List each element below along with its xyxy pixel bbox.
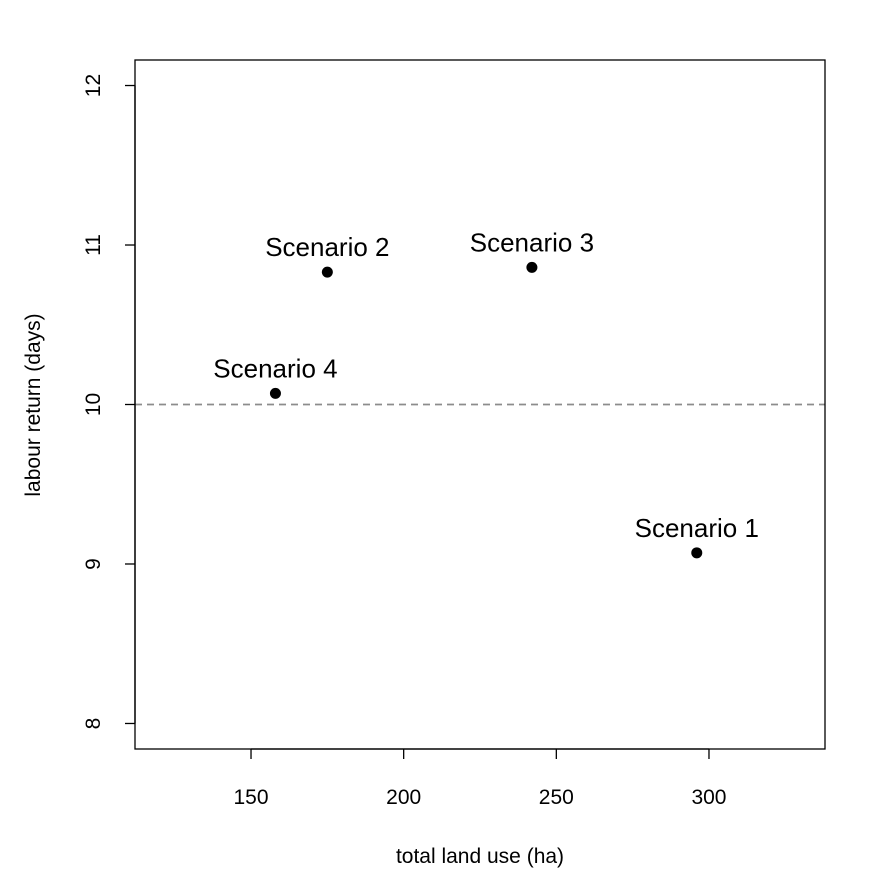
x-tick-label: 250	[539, 786, 574, 809]
y-tick-label: 10	[82, 393, 105, 416]
x-tick-label: 150	[233, 786, 268, 809]
data-point	[526, 261, 538, 273]
x-tick-label: 200	[386, 786, 421, 809]
point-label: Scenario 4	[213, 353, 337, 383]
x-tick-label: 300	[691, 786, 726, 809]
point-label: Scenario 3	[470, 227, 594, 257]
y-tick-label: 8	[82, 718, 105, 730]
data-point	[691, 547, 703, 559]
y-tick-label: 11	[82, 234, 105, 256]
y-axis-label: labour return (days)	[22, 313, 45, 496]
point-label: Scenario 2	[265, 232, 389, 262]
point-label: Scenario 1	[635, 513, 759, 543]
y-tick-label: 12	[82, 74, 105, 97]
data-point	[269, 387, 281, 399]
plot-frame	[134, 59, 826, 750]
y-tick-label: 9	[82, 558, 105, 570]
data-point	[321, 266, 333, 278]
x-axis-label: total land use (ha)	[396, 845, 564, 868]
